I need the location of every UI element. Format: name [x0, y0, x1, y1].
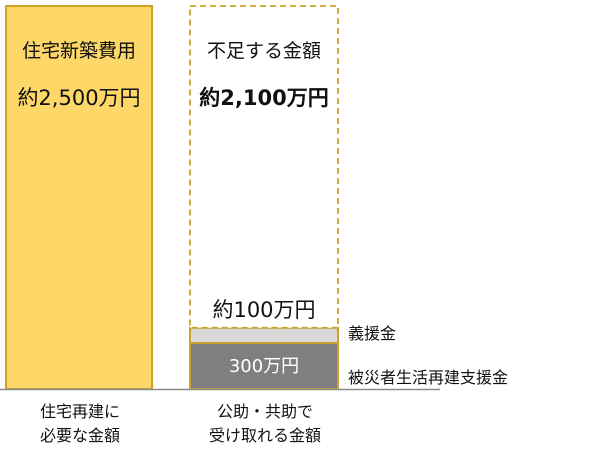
category-1-line2: 必要な金額: [39, 426, 120, 445]
bar-1-segment-1: [5, 5, 153, 390]
bar-2-segment-2: [189, 326, 339, 345]
category-label-2: 公助・共助で 受け取れる金額: [180, 400, 350, 448]
legend-gienkin: 義援金: [348, 324, 397, 343]
bar-2-value-label: 約2,100万円: [199, 86, 329, 110]
category-1-line1: 住宅再建に: [39, 402, 120, 421]
bar-1-value-label: 約2,500万円: [17, 86, 141, 110]
bar-2-title: 不足する金額: [206, 40, 321, 62]
category-2-line1: 公助・共助で: [216, 402, 313, 421]
shienkin-value-label: 300万円: [228, 356, 300, 377]
bar-2-segment-1: [189, 342, 339, 391]
bar-2-segment-3: [189, 5, 339, 329]
gienkin-value-label: 約100万円: [212, 298, 316, 322]
category-label-1: 住宅再建に 必要な金額: [0, 400, 160, 448]
category-2-line2: 受け取れる金額: [208, 426, 321, 445]
bar-1-title: 住宅新築費用: [21, 40, 136, 62]
legend-shienkin: 被災者生活再建支援金: [348, 368, 509, 387]
